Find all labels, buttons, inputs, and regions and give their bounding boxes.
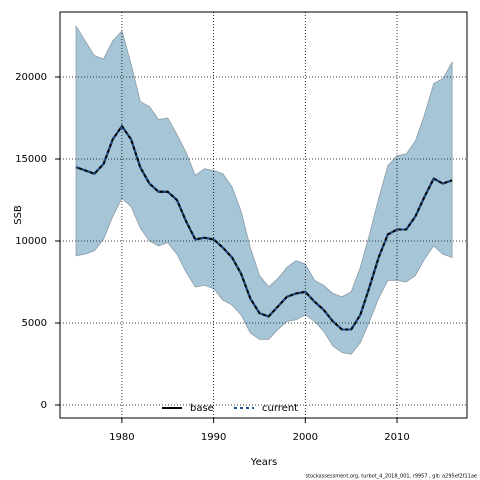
series-line <box>75 124 453 331</box>
y-axis-label: SSB <box>13 205 24 225</box>
x-tick-label: 1990 <box>201 432 226 443</box>
y-tick-label: 15000 <box>15 154 47 165</box>
y-tick-label: 5000 <box>22 318 47 329</box>
y-tick-label: 20000 <box>15 72 47 83</box>
y-tick-label: 0 <box>41 400 47 411</box>
x-tick-label: 2000 <box>293 432 318 443</box>
x-axis-label: Years <box>250 457 277 468</box>
legend-label: current <box>262 403 298 414</box>
plot-frame <box>59 11 468 419</box>
x-tick-label: 2010 <box>384 432 409 443</box>
confidence-band <box>75 24 453 355</box>
y-tick-label: 10000 <box>15 236 47 247</box>
legend-label: base <box>190 403 214 414</box>
x-tick-label: 1980 <box>109 432 134 443</box>
footnote: stockassessment.org, turbot_4_2018_001, … <box>305 474 477 480</box>
